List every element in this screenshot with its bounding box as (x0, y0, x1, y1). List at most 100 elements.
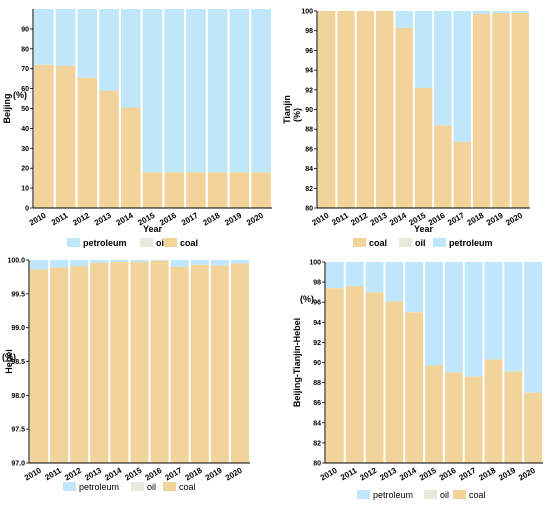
bar-coal-2011 (337, 11, 355, 208)
bar-petroleum-2018 (472, 11, 491, 14)
legend-label-petroleum: petroleum (373, 490, 413, 500)
bar-coal-2014 (395, 27, 413, 208)
y-tick-label: 20 (21, 166, 29, 173)
y-tick-label: 88 (305, 127, 313, 134)
bar-coal-2012 (70, 266, 89, 463)
bar-petroleum-2016 (150, 260, 169, 261)
legend-label-oil: oil (415, 238, 426, 248)
bar-petroleum-2017 (464, 262, 483, 377)
y-tick-label: 80 (313, 461, 321, 468)
x-tick-label: 2016 (143, 466, 163, 483)
bar-coal-2020 (511, 12, 530, 208)
bar-petroleum-2010 (34, 9, 54, 65)
bar-petroleum-2019 (492, 11, 510, 13)
x-tick-label: 2020 (224, 466, 244, 483)
x-tick-label: 2011 (339, 466, 359, 483)
legend-label-coal: coal (469, 490, 486, 500)
bar-petroleum-2015 (425, 262, 443, 366)
bar-petroleum-2013 (99, 9, 119, 91)
x-tick-label: 2019 (497, 466, 517, 483)
y-tick-label: 84 (313, 420, 321, 427)
bar-petroleum-2019 (504, 262, 523, 372)
legend-label-oil: oil (156, 238, 167, 248)
x-tick-label: 2020 (245, 211, 265, 228)
bar-coal-2019 (504, 371, 523, 463)
bar-coal-2017 (170, 266, 189, 463)
y-tick-label: 94 (305, 68, 313, 75)
legend-label-coal: coal (179, 482, 196, 492)
x-tick-label: 2011 (50, 211, 70, 228)
legend-swatch-oil (140, 238, 153, 247)
x-tick-label: 2015 (418, 466, 438, 483)
legend-label-petroleum: petroleum (449, 238, 493, 248)
bar-coal-2010 (317, 11, 336, 208)
x-tick-label: 2014 (398, 466, 418, 483)
bar-coal-2018 (190, 264, 209, 463)
y-tick-label: 99.0 (11, 325, 25, 332)
legend-swatch-oil (131, 482, 144, 491)
legend-swatch-coal (164, 238, 177, 247)
bar-coal-2014 (110, 262, 129, 463)
x-axis-label: Year (414, 224, 434, 234)
bar-petroleum-2017 (170, 260, 189, 267)
x-tick-label: 2013 (83, 466, 103, 483)
y-tick-label: 82 (313, 440, 321, 447)
bar-coal-2017 (453, 142, 471, 208)
chart-tianjin: 2010 2011 2012 2013 2014 2015 2016 2017 2018 2019… (282, 9, 530, 248)
bar-coal-2015 (414, 87, 433, 208)
bar-coal-2020 (230, 263, 249, 463)
y-axis-label: Beijing-Tianjin-Hebei (292, 318, 302, 407)
bar-coal-2018 (207, 172, 228, 208)
x-tick-label: 2011 (43, 466, 63, 483)
bar-coal-2016 (444, 372, 463, 463)
bar-petroleum-2020 (230, 260, 249, 264)
bar-coal-2015 (130, 262, 149, 463)
bar-petroleum-2015 (130, 260, 149, 263)
legend-swatch-petroleum (357, 490, 370, 499)
legend-label-petroleum: petroleum (79, 482, 119, 492)
bar-coal-2014 (405, 312, 424, 463)
bar-petroleum-2013 (90, 260, 109, 263)
bar-petroleum-2016 (444, 262, 463, 373)
bar-petroleum-2016 (434, 11, 452, 126)
y-tick-label: 80 (21, 46, 29, 53)
y-tick-label: 100 (309, 260, 321, 267)
y-axis-label: Beijing (2, 93, 12, 123)
x-tick-label: 2014 (103, 466, 123, 483)
legend: petroleum oil coal (67, 238, 198, 248)
x-tick-label: 2017 (458, 466, 478, 483)
bar-petroleum-2020 (251, 9, 271, 173)
bar-petroleum-2015 (414, 11, 433, 88)
bar-petroleum-2014 (405, 262, 424, 313)
x-tick-label: 2012 (71, 211, 91, 228)
x-tick-label: 2012 (63, 466, 83, 483)
bar-petroleum-2018 (484, 262, 503, 360)
y-tick-label: 60 (21, 86, 29, 93)
bar-coal-2011 (50, 267, 69, 463)
x-tick-label: 2013 (378, 466, 398, 483)
bar-coal-2014 (121, 107, 141, 208)
legend: petroleum oil coal (357, 490, 486, 500)
bar-coal-2012 (356, 11, 375, 208)
chart-beijing-tianjin-hebei: 2010 2011 2012 2013 2014 2015 2016 2017 2018 2019… (292, 260, 543, 500)
bar-coal-2012 (77, 77, 98, 208)
y-tick-label: 98 (313, 280, 321, 287)
bar-petroleum-2017 (453, 11, 471, 142)
x-tick-label: 2010 (311, 211, 331, 228)
bar-petroleum-2015 (142, 9, 163, 173)
bar-coal-2013 (376, 11, 394, 208)
y-tick-label: 70 (21, 66, 29, 73)
x-tick-label: 2019 (485, 211, 505, 228)
bar-petroleum-2018 (190, 260, 209, 265)
x-tick-label: 2018 (184, 466, 204, 483)
bar-coal-2016 (164, 172, 184, 208)
y-tick-label: 80 (305, 206, 313, 213)
bar-coal-2017 (186, 172, 206, 208)
x-tick-label: 2010 (23, 466, 43, 483)
x-tick-label: 2018 (477, 466, 497, 483)
bar-coal-2020 (251, 172, 271, 208)
bar-petroleum-2011 (50, 260, 69, 268)
bar-coal-2010 (34, 64, 54, 208)
y-tick-label: 0 (25, 206, 29, 213)
